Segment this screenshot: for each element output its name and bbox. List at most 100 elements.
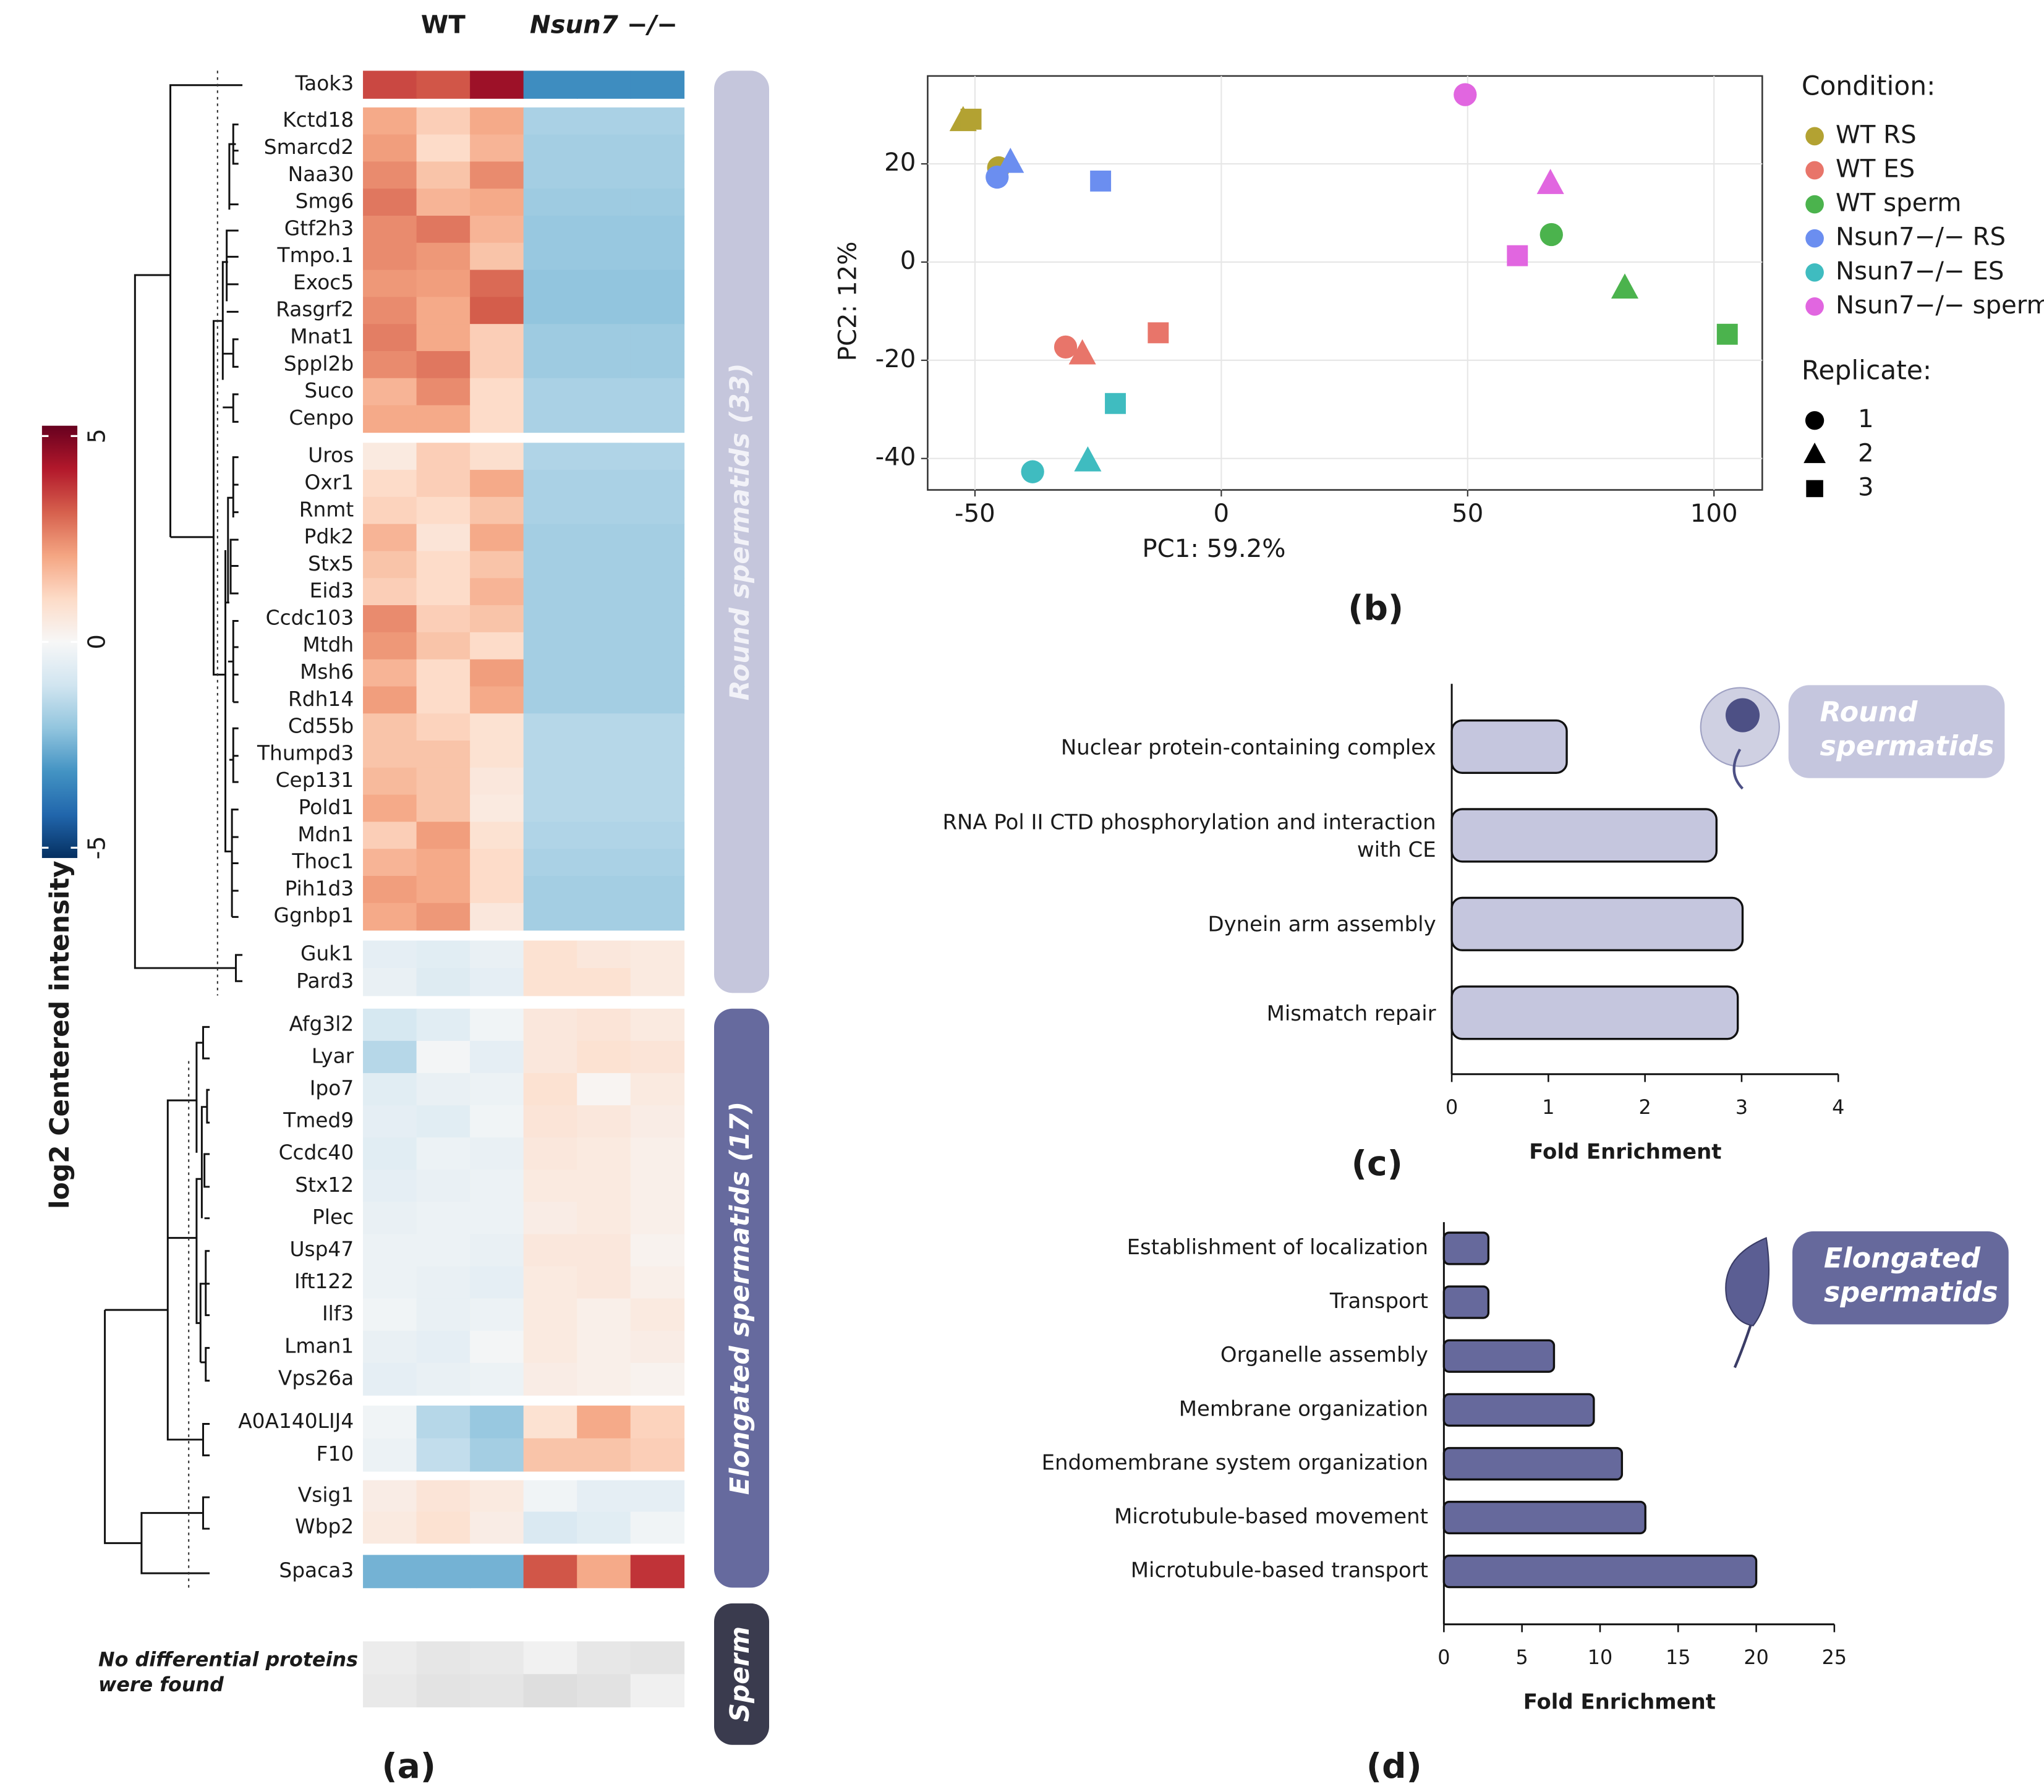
- heatmap-cell: [577, 1072, 631, 1106]
- heatmap-cell: [416, 1438, 471, 1472]
- point: [1054, 335, 1078, 359]
- heatmap-cell: [416, 242, 471, 271]
- heatmap-cell: [416, 470, 471, 498]
- row-label: Ccdc40: [279, 1141, 354, 1165]
- category-label-box: Dynein arm assembly: [1207, 911, 1436, 936]
- row-label: Guk1: [300, 941, 354, 965]
- row-label: Spaca3: [279, 1558, 354, 1582]
- heatmap-cell: [470, 849, 524, 877]
- point: [1074, 446, 1102, 472]
- row-label: Pold1: [299, 796, 354, 819]
- heatmap-cell: [630, 297, 685, 325]
- heatmap-cell: [416, 876, 471, 904]
- heatmap-cell: [577, 1008, 631, 1042]
- heatmap-cell: [416, 968, 471, 996]
- row-label: Mdn1: [297, 823, 354, 846]
- heatmap-cell: [363, 1008, 417, 1042]
- heatmap-cell: [523, 1008, 578, 1042]
- heatmap-cell: [470, 1266, 524, 1299]
- category-label-box: RNA Pol II CTD phosphorylation and inter…: [942, 809, 1436, 862]
- heatmap-cell: [416, 902, 471, 931]
- heatmap-cell: [363, 350, 417, 379]
- legend-title: Replicate:: [1802, 355, 1931, 385]
- empty-cell: [523, 1674, 578, 1708]
- empty-cell: [416, 1674, 471, 1708]
- row-label: Taok3: [295, 72, 354, 95]
- heatmap-cell: [577, 741, 631, 768]
- heatmap-cell: [630, 767, 685, 796]
- heatmap-cell: [470, 405, 524, 433]
- heatmap-cell: [630, 551, 685, 579]
- heatmap-cell: [363, 849, 417, 877]
- heatmap-cell: [523, 324, 578, 352]
- category-label: Dynein arm assembly: [1207, 911, 1436, 936]
- heatmap-cell: [523, 659, 578, 687]
- heatmap-cell: [523, 107, 578, 135]
- heatmap-cell: [523, 1438, 578, 1472]
- heatmap-cell: [630, 70, 685, 99]
- heatmap-cell: [630, 1480, 685, 1513]
- heatmap-cell: [470, 1137, 524, 1171]
- heatmap-cell: [523, 470, 578, 498]
- row-label: Mnat1: [290, 325, 354, 349]
- heatmap-cell: [416, 1362, 471, 1396]
- heatmap-cell: [630, 632, 685, 660]
- heatmap-cell: [630, 1008, 685, 1042]
- row-group-bar: [713, 1008, 770, 1588]
- column-group-label: Nsun7 −/−: [530, 11, 678, 39]
- heatmap-cell: [416, 215, 471, 244]
- x-tick-label: 25: [1822, 1647, 1847, 1669]
- heatmap-cell: [577, 968, 631, 996]
- heatmap-cell: [577, 270, 631, 298]
- heatmap-cell: [577, 1234, 631, 1267]
- bar: [1442, 1446, 1624, 1481]
- heatmap-cell: [416, 713, 471, 741]
- row-label: Rdh14: [288, 687, 354, 711]
- row-label: Pard3: [296, 969, 354, 993]
- bar: [1450, 719, 1568, 774]
- heatmap-cell: [363, 470, 417, 498]
- heatmap-cell: [363, 968, 417, 996]
- row-label: Stx5: [308, 552, 354, 575]
- heatmap-cell: [630, 350, 685, 379]
- heatmap-cell: [363, 1234, 417, 1267]
- badge-label: spermatids: [1820, 731, 1995, 762]
- empty-cell: [363, 1641, 417, 1675]
- heatmap-cell: [523, 1137, 578, 1171]
- legend-label: WT sperm: [1836, 189, 1962, 218]
- heatmap-cell: [363, 1202, 417, 1235]
- heatmap-cell: [577, 107, 631, 135]
- row-label: Stx12: [295, 1173, 354, 1197]
- heatmap-cell: [577, 215, 631, 244]
- heatmap-cell: [523, 134, 578, 163]
- row-label: Ift122: [294, 1270, 354, 1293]
- legend-label: Nsun7−/− ES: [1836, 257, 2004, 286]
- legend-label: WT ES: [1836, 155, 1915, 183]
- row-label: Oxr1: [305, 470, 354, 494]
- heatmap-cell: [577, 551, 631, 579]
- heatmap-cell: [416, 350, 471, 379]
- heatmap-cell: [470, 378, 524, 406]
- heatmap-cell: [363, 1298, 417, 1331]
- x-tick-label: 0: [1446, 1097, 1458, 1119]
- heatmap-cell: [523, 496, 578, 525]
- heatmap-cell: [630, 578, 685, 606]
- badge-label: Elongated: [1824, 1243, 1981, 1275]
- row-label: Exoc5: [293, 271, 354, 294]
- heatmap-cell: [630, 849, 685, 877]
- heatmap-cell: [523, 378, 578, 406]
- heatmap-cell: [630, 107, 685, 135]
- legend-label: WT RS: [1836, 121, 1917, 149]
- round-spermatid-icon: [1700, 687, 1780, 790]
- panel-label: (c): [1352, 1144, 1403, 1183]
- heatmap-cell: [363, 405, 417, 433]
- heatmap-cell: [416, 794, 471, 823]
- empty-cell: [630, 1641, 685, 1675]
- heatmap-cell: [416, 1511, 471, 1544]
- heatmap-cell: [577, 1555, 631, 1589]
- heatmap-cell: [523, 350, 578, 379]
- heatmap-cell: [416, 605, 471, 633]
- heatmap-cell: [630, 1362, 685, 1396]
- heatmap-cell: [630, 161, 685, 190]
- heatmap-cell: [363, 1105, 417, 1138]
